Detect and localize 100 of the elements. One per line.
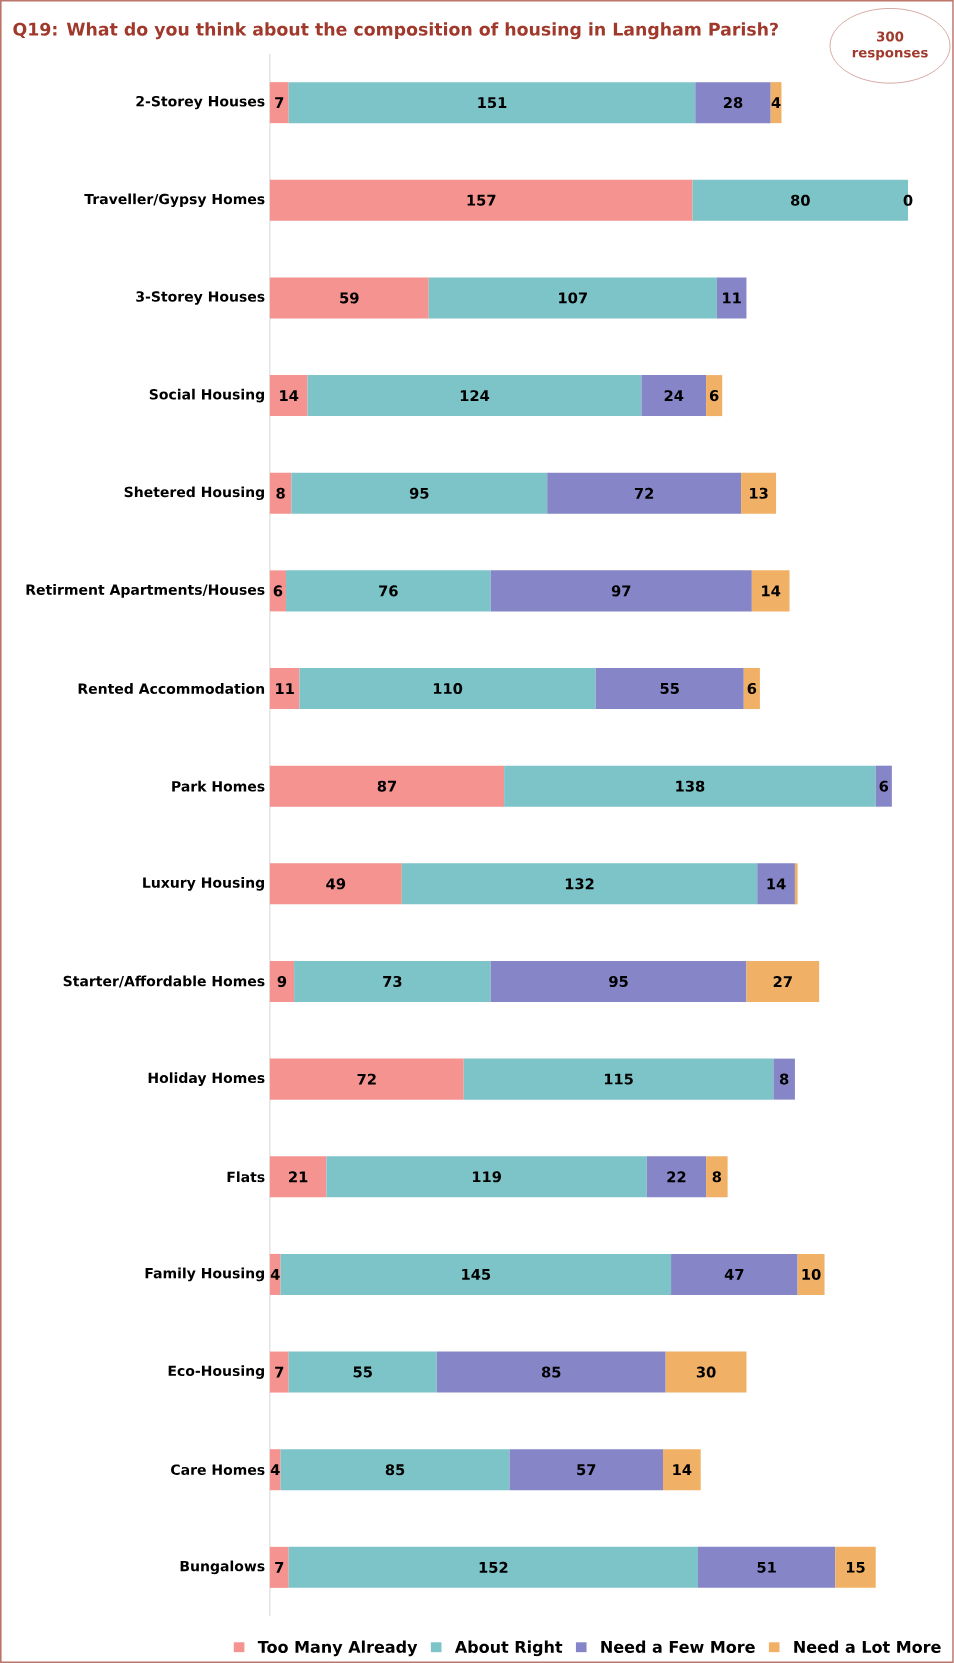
data-label: 76 (379, 585, 398, 597)
bar (326, 1156, 647, 1198)
y-tick-label: Luxury Housing (143, 877, 265, 891)
bar (307, 375, 642, 417)
data-label: 9 (277, 975, 287, 988)
data-label: 14 (280, 390, 299, 401)
bar (280, 1253, 672, 1295)
data-label: 85 (385, 1464, 405, 1476)
data-label: 6 (710, 390, 719, 402)
bar (743, 668, 760, 710)
bar (269, 960, 295, 1002)
bar (269, 375, 308, 417)
bar (269, 82, 289, 124)
bar (595, 668, 744, 710)
bar (269, 472, 292, 514)
data-label: 15 (847, 1561, 865, 1573)
bar (269, 668, 300, 710)
data-label: 11 (276, 683, 294, 694)
data-label: 138 (676, 780, 705, 792)
data-label: 119 (473, 1171, 502, 1183)
legend-label: Need a Few More (601, 1640, 755, 1653)
bar (288, 82, 696, 124)
data-label: 7 (275, 1366, 284, 1378)
bar (269, 1449, 281, 1491)
bar (490, 570, 752, 612)
bar (641, 375, 707, 417)
bar (504, 765, 876, 807)
y-tick-label: Holiday Homes (148, 1072, 265, 1086)
data-label: 72 (357, 1073, 376, 1085)
data-label: 85 (542, 1366, 561, 1378)
y-tick-label: Social Housing (149, 388, 265, 403)
bar (547, 472, 742, 514)
bar (663, 1449, 701, 1491)
data-label: 22 (667, 1171, 686, 1183)
chart-title: Q19: What do you think about the composition of housing in Langham Parish? (13, 22, 779, 40)
data-label: 152 (479, 1561, 508, 1573)
data-label: 124 (460, 390, 490, 402)
bar (269, 277, 429, 319)
data-label: 4 (771, 97, 781, 108)
data-label: 8 (276, 487, 285, 499)
data-label: 87 (377, 780, 397, 792)
data-label: 21 (289, 1171, 308, 1183)
bar (716, 277, 747, 319)
y-tick-label: Starter/Affordable Homes (63, 975, 265, 988)
data-label: 6 (273, 585, 283, 597)
data-label: 57 (577, 1464, 596, 1476)
data-label: 7 (275, 1562, 284, 1573)
bar (835, 1546, 876, 1588)
bar (671, 1253, 798, 1295)
y-tick-label: Retirment Apartments/Houses (26, 584, 265, 598)
data-label: 95 (409, 487, 429, 499)
legend-label: Need a Lot More (794, 1640, 941, 1653)
data-label: 11 (723, 292, 741, 304)
data-label: 72 (634, 487, 654, 499)
bar (269, 1546, 289, 1588)
data-label: 7 (275, 97, 284, 108)
bar (269, 1058, 464, 1100)
bar (509, 1449, 664, 1491)
bar (269, 765, 505, 807)
bar (695, 82, 771, 124)
y-tick-label: Traveller/Gypsy Homes (84, 193, 265, 208)
y-tick-label: Rented Accommodation (78, 683, 265, 694)
data-label: 47 (724, 1269, 744, 1280)
data-label: 24 (664, 390, 684, 402)
bar (797, 1253, 825, 1295)
bar (773, 1058, 796, 1100)
y-tick-label: Bungalows (180, 1560, 265, 1575)
data-label: 59 (340, 292, 359, 304)
data-label: 10 (802, 1268, 821, 1280)
data-label: 132 (565, 878, 594, 890)
annotation: 300 responses (852, 31, 928, 61)
data-label: 8 (712, 1171, 722, 1183)
data-label: 30 (696, 1366, 716, 1378)
bar (299, 668, 596, 710)
data-label: 14 (767, 878, 786, 890)
bar (646, 1156, 707, 1198)
bar (795, 863, 798, 905)
bar (698, 1546, 836, 1588)
y-tick-label: Care Homes (171, 1464, 265, 1475)
data-label: 97 (611, 585, 631, 597)
y-tick-label: Park Homes (172, 780, 265, 792)
data-label: 6 (747, 682, 757, 695)
data-label: 27 (773, 976, 792, 987)
data-label: 8 (780, 1073, 789, 1085)
data-label: 151 (478, 97, 507, 109)
data-label: 55 (353, 1366, 373, 1378)
y-tick-label: Flats (227, 1171, 265, 1183)
data-label: 0 (903, 194, 913, 206)
bar (428, 277, 717, 319)
data-label: 55 (660, 683, 679, 694)
bar (269, 1156, 327, 1198)
data-label: 6 (879, 780, 889, 792)
bar (463, 1058, 774, 1100)
legend-label: About Right (454, 1640, 563, 1657)
bar (746, 960, 820, 1002)
data-label: 14 (762, 585, 781, 597)
bar (706, 375, 723, 417)
bar (294, 960, 491, 1002)
bar (269, 863, 402, 905)
data-label: 80 (791, 194, 810, 206)
